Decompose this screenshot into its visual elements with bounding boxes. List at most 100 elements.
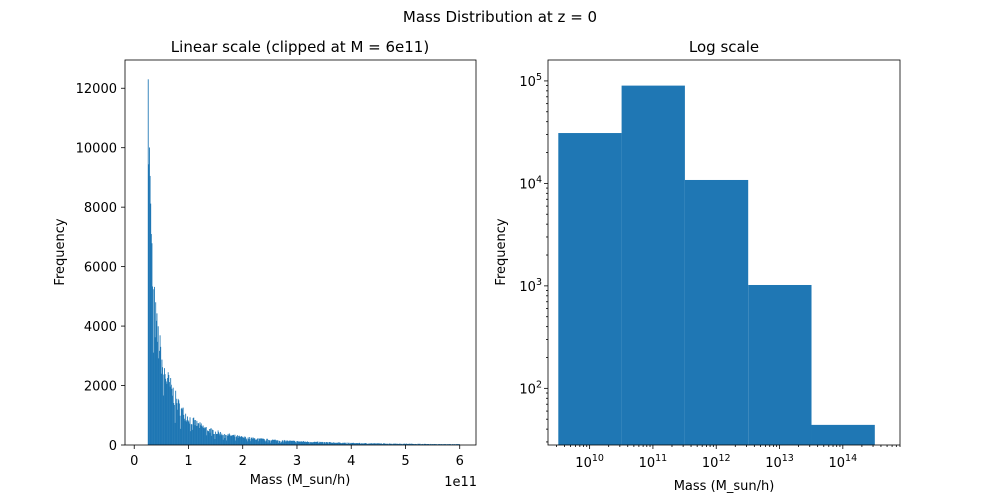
histogram-bar — [374, 443, 376, 445]
histogram-bar — [385, 443, 387, 445]
histogram-bar — [293, 440, 295, 445]
histogram-bar — [211, 435, 213, 445]
histogram-bar — [407, 443, 409, 445]
linear-axes-frame — [124, 59, 477, 446]
histogram-bar — [406, 444, 408, 445]
histogram-bar — [374, 443, 376, 445]
histogram-bar — [384, 443, 386, 445]
histogram-bar — [170, 378, 172, 445]
histogram-bar — [432, 444, 434, 445]
histogram-bar — [424, 443, 426, 445]
histogram-bar — [200, 425, 202, 445]
histogram-bar — [202, 425, 204, 445]
histogram-bar — [199, 422, 201, 445]
histogram-bar — [319, 441, 321, 445]
histogram-bar — [339, 442, 341, 445]
histogram-bar — [223, 434, 225, 445]
histogram-bar — [232, 435, 233, 445]
histogram-bar — [370, 443, 372, 445]
histogram-bar — [168, 374, 170, 445]
histogram-bar — [332, 443, 334, 445]
histogram-bar — [295, 443, 297, 445]
histogram-bar — [243, 436, 245, 445]
histogram-bar — [296, 441, 298, 445]
histogram-bar — [621, 85, 685, 446]
histogram-bar — [348, 443, 349, 445]
histogram-bar — [262, 438, 264, 445]
histogram-bar — [304, 441, 306, 445]
histogram-bar — [345, 442, 347, 445]
histogram-bar — [188, 423, 190, 445]
histogram-bar — [299, 441, 301, 445]
histogram-bar — [181, 407, 183, 445]
log-axes-frame — [547, 59, 901, 446]
histogram-bar — [294, 440, 296, 445]
histogram-bar — [203, 427, 205, 445]
histogram-bar — [218, 433, 220, 445]
histogram-bar — [341, 443, 343, 445]
histogram-bar — [272, 439, 274, 445]
histogram-bar — [271, 439, 273, 445]
histogram-bar — [329, 442, 331, 445]
histogram-bar — [333, 442, 334, 445]
histogram-bar — [316, 441, 318, 445]
histogram-bar — [392, 443, 394, 445]
histogram-bar — [189, 417, 191, 445]
histogram-bar — [281, 440, 283, 445]
histogram-bar — [424, 443, 426, 445]
histogram-bar — [351, 442, 353, 445]
histogram-bar — [415, 444, 417, 445]
histogram-bar — [280, 441, 282, 445]
histogram-bar — [214, 439, 216, 445]
histogram-bar — [271, 440, 273, 445]
histogram-bar — [381, 443, 382, 445]
histogram-bar — [396, 443, 397, 445]
histogram-bar — [283, 442, 285, 445]
histogram-bar — [303, 441, 305, 445]
histogram-bar — [217, 433, 218, 445]
histogram-bar — [303, 441, 304, 445]
histogram-bar — [362, 443, 364, 445]
histogram-bar — [245, 436, 246, 445]
histogram-bar — [381, 443, 383, 445]
histogram-bar — [150, 234, 152, 445]
histogram-bar — [293, 440, 295, 445]
histogram-bar — [382, 444, 384, 445]
histogram-bar — [235, 440, 236, 445]
histogram-bar — [439, 444, 441, 445]
y-tick-label: 8000 — [84, 201, 117, 216]
histogram-bar — [354, 443, 356, 445]
histogram-bar — [411, 443, 412, 445]
histogram-bar — [237, 437, 239, 445]
histogram-bar — [354, 443, 356, 445]
histogram-bar — [286, 441, 288, 445]
histogram-bar — [394, 443, 396, 445]
histogram-bar — [390, 443, 392, 445]
histogram-bar — [258, 438, 260, 445]
histogram-bar — [403, 443, 405, 445]
histogram-bar — [186, 420, 188, 445]
histogram-bar — [195, 425, 197, 445]
histogram-bar — [218, 432, 220, 445]
histogram-bar — [329, 442, 331, 445]
histogram-bar — [207, 430, 208, 445]
histogram-bar — [317, 441, 319, 445]
histogram-bar — [270, 440, 272, 445]
histogram-bar — [324, 443, 326, 445]
histogram-bar — [300, 441, 301, 445]
histogram-bar — [350, 442, 352, 445]
histogram-bar — [291, 440, 293, 445]
histogram-bar — [373, 443, 374, 445]
histogram-bar — [231, 435, 233, 445]
histogram-bar — [281, 442, 283, 445]
histogram-bar — [365, 443, 367, 445]
histogram-bar — [233, 436, 235, 445]
histogram-bar — [173, 403, 175, 445]
histogram-bar — [336, 442, 338, 445]
histogram-bar — [260, 438, 262, 445]
histogram-bar — [160, 373, 162, 445]
histogram-bar — [363, 443, 365, 445]
histogram-bar — [379, 443, 381, 445]
histogram-bar — [447, 444, 449, 445]
